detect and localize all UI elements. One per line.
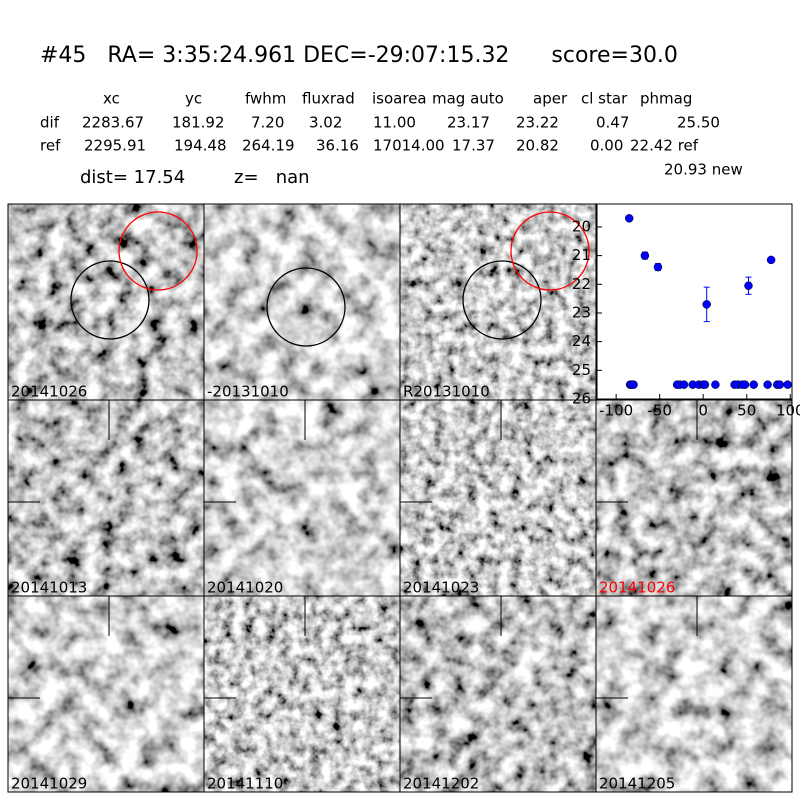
table-cell: 25.50 [677,114,720,132]
panel-label: 20141029 [11,775,87,793]
point [711,380,720,389]
table-cell: dif [40,114,60,132]
aperture-circle [70,260,150,340]
redshift: z= nan [234,167,310,188]
y-tick-label: 26 [572,390,591,408]
column-header: phmag [640,90,692,108]
table-cell: 20.82 [516,137,559,155]
panel-label: R20131010 [403,383,490,401]
table-cell: 17.37 [452,137,495,155]
panel-label: 20141026 [599,579,675,597]
column-header: fluxrad [302,90,355,108]
table-cell: 3.02 [309,114,342,132]
aperture-circle [118,211,198,291]
aperture-circle [510,211,590,291]
point [744,281,753,290]
table-cell: 264.19 [242,137,295,155]
point [702,300,711,309]
y-tick-label: 21 [572,246,591,264]
table-note: 20.93 new [664,161,743,179]
table-cell: 23.22 [516,114,559,132]
point [740,380,750,389]
title: #45 RA= 3:35:24.961 DEC=-29:07:15.32 sco… [40,43,678,68]
column-header: aper [533,90,568,108]
cutout-image [8,400,204,596]
panel-label: 20141205 [599,775,675,793]
table-cell: 22.42 ref [630,137,699,155]
y-tick-label: 22 [572,275,591,293]
cutout-image [596,400,792,596]
panel-label: 20141023 [403,579,479,597]
point [749,380,758,389]
table-cell: 11.00 [373,114,416,132]
table-cell: ref [40,137,61,155]
column-header: xc [103,90,120,108]
point [624,214,634,223]
table-cell: 36.16 [316,137,359,155]
table-cell: 0.00 [590,137,623,155]
cutout-image [400,596,596,792]
table-cell: 194.48 [174,137,227,155]
cutout-image [8,596,204,792]
column-header: mag auto [432,90,504,108]
x-tick-label: -100 [599,402,633,420]
table-cell: 2295.91 [84,137,146,155]
cutout-image [204,204,400,400]
point [766,255,776,265]
panel-label: 20141020 [207,579,283,597]
x-tick-label: -50 [647,402,672,420]
panels: 20141026 -20131010 R20131010 20141013 201410… [7,203,793,793]
point [679,380,689,389]
x-tick-label: 0 [698,402,708,420]
point [653,262,663,272]
table-cell: 17014.00 [373,137,445,155]
y-tick-label: 25 [572,361,591,379]
panel-frame [595,595,793,793]
x-tick-label: 100 [776,402,800,420]
point [629,380,638,389]
panel-label: 20141013 [11,579,87,597]
cutout-image [204,596,400,792]
cutout-image [204,400,400,596]
column-header: cl star [581,90,628,108]
column-header: fwhm [245,90,286,108]
column-header: yc [185,90,202,108]
x-tick-label: 50 [737,402,756,420]
panel-label: 20141110 [207,775,283,793]
panel-label: 20141026 [11,383,87,401]
cutout-image [8,204,204,400]
plot-area [596,203,793,400]
cutout-image [400,204,596,400]
point [783,380,792,389]
y-tick-label: 23 [572,303,591,321]
table-cell: 7.20 [251,114,284,132]
panel-label: -20131010 [207,383,289,401]
cutout-image [400,400,596,596]
y-tick-label: 24 [572,332,591,350]
point [700,380,710,389]
column-header: isoarea [372,90,427,108]
point [640,251,650,260]
point [775,380,785,389]
distance: dist= 17.54 [80,167,185,188]
table-cell: 23.17 [447,114,490,132]
lightcurve: 20 21 22 23 24 25 26 -100 -50 0 50 100 [572,203,800,420]
aperture-circle [266,267,346,347]
table-cell: 0.47 [596,114,629,132]
table-cell: 181.92 [172,114,225,132]
stats-table: xc yc fwhm fluxrad isoarea mag auto aper cl sta… [40,90,743,189]
table-cell: 2283.67 [82,114,144,132]
aperture-circle [462,260,542,340]
y-tick-label: 20 [572,217,591,235]
panel-label: 20141202 [403,775,479,793]
point [763,380,772,389]
cutout-image [596,596,792,792]
